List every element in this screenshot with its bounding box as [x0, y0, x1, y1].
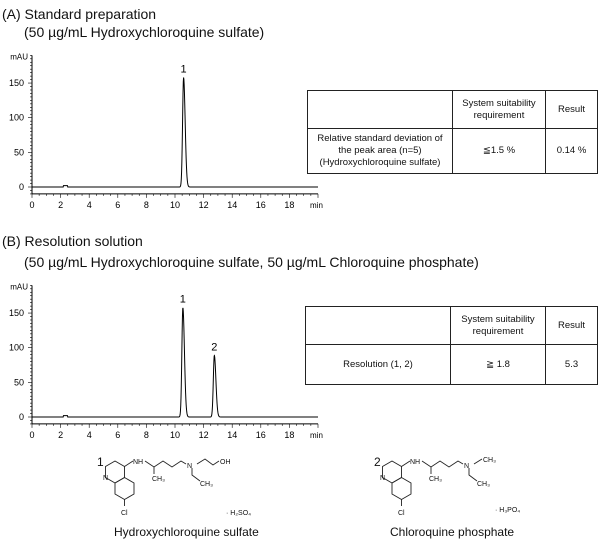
table-a-header-requirement: System suitability requirement: [452, 90, 546, 129]
structure-hydroxychloroquine: 1 N NH CH₃ N CH₃ OH Cl · H₂SO₄ Hydroxych…: [97, 455, 259, 539]
peak-label: 1: [180, 294, 186, 306]
benzene-ring: [114, 476, 135, 501]
structure-2-name: Chloroquine phosphate: [390, 525, 514, 539]
atom-nh: NH: [133, 459, 143, 466]
atom-nh: NH: [410, 459, 420, 466]
salt-label: · H₂SO₄: [226, 510, 251, 517]
chromatogram-trace: [32, 307, 318, 418]
x-tick-label: 6: [115, 200, 120, 210]
table-a-header-result: Result: [545, 90, 598, 129]
x-tick-label: 0: [29, 430, 34, 440]
y-tick-label: 50: [14, 147, 24, 157]
atom-ch3: CH₃: [152, 476, 165, 483]
x-axis-label: min: [310, 201, 323, 210]
atom-oh: OH: [220, 459, 231, 466]
x-axis-label: min: [310, 431, 323, 440]
table-b: System suitability requirement Result Re…: [305, 306, 598, 385]
table-b-header-result: Result: [545, 306, 598, 345]
table-a-cell-requirement: ≦1.5 %: [452, 128, 546, 174]
atom-cl: Cl: [121, 510, 128, 517]
x-tick-label: 0: [29, 200, 34, 210]
x-tick-label: 14: [227, 200, 237, 210]
structure-2-number: 2: [374, 455, 381, 469]
structure-chloroquine: 2 N NH CH₃ N CH₃ CH₃ Cl · H₃PO₄ Chloroqu…: [374, 455, 520, 539]
x-tick-label: 8: [144, 430, 149, 440]
table-b-cell-parameter: Resolution (1, 2): [305, 344, 451, 385]
y-axis-label: mAU: [10, 52, 28, 61]
table-a-cell-parameter: Relative standard deviation of the peak …: [307, 128, 453, 174]
section-a-subtitle: (50 µg/mL Hydroxychloroquine sulfate): [24, 24, 265, 40]
x-tick-label: 4: [87, 200, 92, 210]
pyridine-ring: [382, 460, 402, 484]
table-b-cell-requirement: ≧ 1.8: [450, 344, 546, 385]
x-tick-label: 6: [115, 430, 120, 440]
y-tick-label: 150: [9, 78, 24, 88]
y-tick-label: 100: [9, 113, 24, 123]
table-b-header-blank: [305, 306, 451, 345]
y-tick-label: 100: [9, 343, 24, 353]
table-b-cell-result: 5.3: [545, 344, 598, 385]
structure-1-number: 1: [97, 455, 104, 469]
table-a-header-blank: [307, 90, 453, 129]
chromatogram-a: mAU min 0 50 100 150 0 2 4 6 8 10 12 14 16 18 1: [9, 52, 323, 210]
chromatogram-trace: [32, 77, 318, 188]
atom-ch3: CH₃: [429, 476, 442, 483]
atom-n-amine: N: [464, 463, 469, 470]
y-axis-label: mAU: [10, 282, 28, 291]
x-tick-label: 16: [256, 200, 266, 210]
peak-label: 2: [211, 341, 217, 353]
table-b-header-requirement: System suitability requirement: [450, 306, 546, 345]
section-a-title: (A) Standard preparation: [2, 6, 157, 22]
x-tick-label: 10: [170, 430, 180, 440]
atom-n-amine: N: [187, 463, 192, 470]
y-tick-label: 0: [19, 412, 24, 422]
table-a-cell-result: 0.14 %: [545, 128, 598, 174]
atom-ch3: CH₃: [200, 481, 213, 488]
x-tick-label: 12: [199, 200, 209, 210]
x-tick-label: 4: [87, 430, 92, 440]
pyridine-ring: [105, 460, 125, 484]
x-tick-label: 12: [199, 430, 209, 440]
x-tick-label: 10: [170, 200, 180, 210]
x-tick-label: 16: [256, 430, 266, 440]
atom-n: N: [103, 475, 108, 482]
structure-1-name: Hydroxychloroquine sulfate: [114, 525, 259, 539]
x-tick-label: 2: [58, 430, 63, 440]
x-tick-label: 18: [284, 200, 294, 210]
section-b-subtitle: (50 µg/mL Hydroxychloroquine sulfate, 50…: [24, 254, 479, 270]
table-a: System suitability requirement Result Re…: [307, 90, 598, 174]
x-tick-label: 14: [227, 430, 237, 440]
structures: 1 N NH CH₃ N CH₃ OH Cl · H₂SO₄ Hydroxych…: [97, 455, 520, 539]
x-tick-label: 8: [144, 200, 149, 210]
atom-ch3: CH₃: [477, 481, 490, 488]
y-tick-label: 150: [9, 308, 24, 318]
y-tick-label: 0: [19, 182, 24, 192]
atom-n: N: [380, 475, 385, 482]
peak-label: 1: [181, 64, 187, 76]
benzene-ring: [391, 476, 412, 501]
atom-ch3: CH₃: [483, 457, 496, 464]
salt-label: · H₃PO₄: [495, 507, 520, 514]
x-tick-label: 18: [284, 430, 294, 440]
y-tick-label: 50: [14, 377, 24, 387]
x-tick-label: 2: [58, 200, 63, 210]
section-b-title: (B) Resolution solution: [2, 233, 143, 249]
atom-cl: Cl: [398, 510, 405, 517]
